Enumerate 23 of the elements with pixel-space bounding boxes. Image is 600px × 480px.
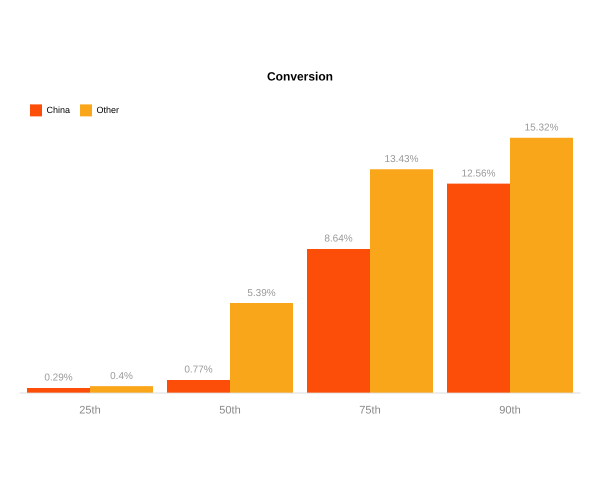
bar [90, 386, 153, 393]
bar [307, 248, 370, 393]
data-label: 5.39% [247, 288, 276, 299]
legend-label: Other [96, 104, 120, 115]
x-tick-label: 50th [219, 404, 241, 416]
bar [167, 380, 230, 393]
data-label: 12.56% [462, 168, 496, 180]
x-tick-label: 25th [79, 404, 101, 416]
chart-title: Conversion [266, 70, 334, 84]
data-label: 0.4% [110, 370, 134, 382]
data-label: 13.43% [384, 154, 419, 165]
data-label: 8.64% [324, 234, 353, 245]
bar [230, 303, 293, 393]
legend-label: China [46, 104, 70, 115]
x-tick-label: 90th [499, 404, 521, 416]
bar [447, 184, 510, 393]
bar [27, 388, 90, 393]
bar [370, 169, 433, 393]
data-label: 0.77% [184, 364, 213, 376]
data-label: 0.29% [44, 372, 73, 384]
x-tick-label: 75th [359, 404, 381, 416]
bar [510, 138, 573, 393]
data-label: 15.32% [524, 122, 559, 134]
